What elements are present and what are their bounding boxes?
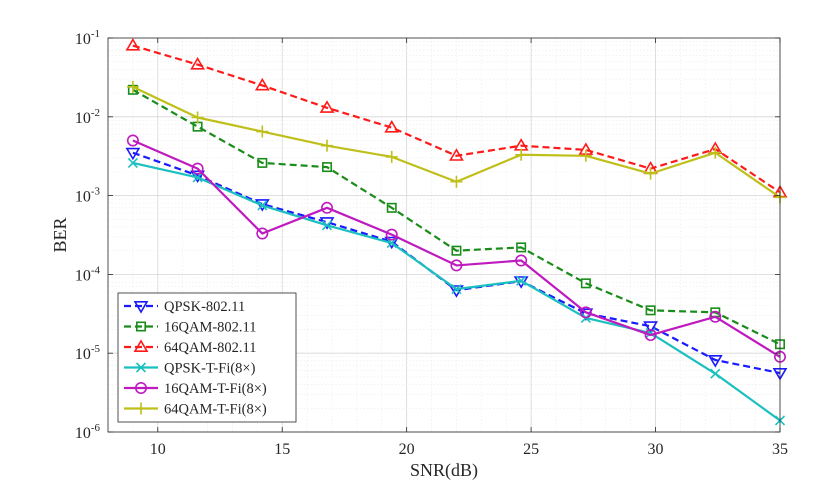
legend-marker [135,362,147,373]
y-tick-label: 10-3 [75,186,101,206]
x-tick-label: 35 [772,441,788,458]
x-axis-label: SNR(dB) [410,460,478,481]
data-point [191,162,204,175]
legend-label: 16QAM-T-Fi(8×) [164,381,267,397]
legend-marker [133,339,149,353]
data-point [450,259,463,272]
y-tick-label: 10-5 [75,343,101,363]
legend-label: QPSK-802.11 [164,299,245,315]
data-point [126,80,139,93]
data-point [644,329,657,342]
y-tick-label: 10-2 [75,107,100,127]
data-point [125,147,141,161]
legend-item: 64QAM-802.11 [124,339,257,356]
legend-item: QPSK-T-Fi(8×) [124,361,256,377]
legend-label: QPSK-T-Fi(8×) [164,361,256,377]
data-point [256,125,269,138]
legend-item: 16QAM-T-Fi(8×) [124,381,267,397]
data-point [191,111,204,124]
x-tick-label: 25 [523,441,539,458]
series-line [132,139,781,358]
data-point [190,56,205,70]
data-point [386,202,397,213]
data-point [515,148,528,161]
data-point [516,275,527,286]
data-point [710,368,721,379]
data-point [385,228,398,241]
data-point [126,134,139,147]
legend-marker [135,402,147,415]
series-64qam-802-11 [125,38,788,198]
data-point [256,227,269,240]
x-tick-label: 15 [274,441,290,458]
data-point [707,354,723,368]
legend-item: QPSK-802.11 [124,299,245,315]
series-line [132,88,781,346]
data-point [321,139,334,152]
grid [107,38,781,433]
data-point [384,119,400,133]
data-point [579,306,592,319]
data-point [449,148,464,161]
plot-frame [107,37,781,433]
y-tick-label: 10-1 [75,28,100,48]
legend-label: 64QAM-802.11 [164,340,257,356]
legend-item: 64QAM-T-Fi(8×) [124,402,267,418]
data-point [127,157,138,168]
data-point [450,175,463,188]
legend: QPSK-802.11 16QAM-802.11 64QAM-802.11 QPSK-… [117,292,297,423]
y-tick-label: 10-4 [75,264,101,284]
data-point [321,220,333,231]
y-axis-label: BER [50,217,70,252]
series-line [132,44,781,194]
legend-item: 16QAM-802.11 [124,320,257,336]
x-tick-label: 30 [648,441,664,458]
data-point [451,245,462,256]
legend-marker [136,321,147,332]
data-point [516,242,527,253]
data-point [385,150,398,163]
axis-ticks: 10 15 20 25 30 35 10-6 10-5 10-4 10-3 10-2 10-1 [75,28,788,458]
series-16qam-t-fi-8- [126,134,786,363]
legend-label: 64QAM-T-Fi(8×) [164,402,267,418]
data-point [451,284,462,295]
data-point [643,321,658,334]
data-point [580,278,591,289]
legend-marker [133,300,149,314]
legend-box [117,292,297,423]
data-point [645,305,656,316]
data-point [319,100,335,113]
data-point [192,172,203,183]
data-point [709,146,722,159]
data-point [644,167,657,180]
data-point [515,254,528,267]
data-point [321,201,334,214]
data-point [322,162,333,173]
y-tick-label: 10-6 [75,422,101,442]
data-point [125,38,141,51]
x-tick-label: 10 [150,441,166,458]
x-tick-label: 20 [399,441,415,458]
data-point [386,237,397,249]
data-point [709,310,722,323]
data-point [579,149,592,162]
legend-marker [135,381,148,394]
legend-label: 16QAM-802.11 [164,320,257,336]
data-point [254,77,270,91]
data-point [257,157,268,168]
data-point [257,200,268,211]
